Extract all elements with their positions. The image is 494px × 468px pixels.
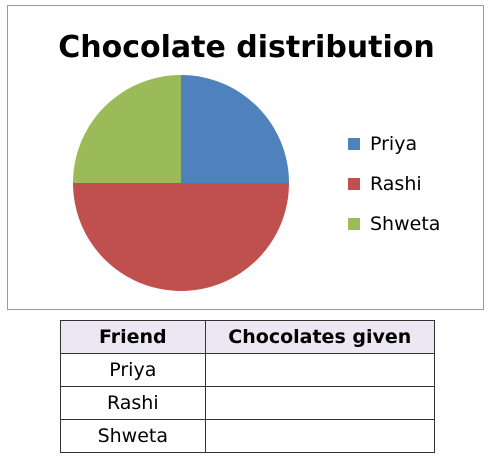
chart-title: Chocolate distribution <box>58 30 435 65</box>
header-chocolates-given: Chocolates given <box>204 320 436 354</box>
legend-label-priya: Priya <box>370 133 418 155</box>
legend-swatch-priya <box>348 138 360 150</box>
legend-item-priya: Priya <box>348 124 440 164</box>
distribution-table: Friend Chocolates given Priya Rashi Shwe… <box>60 320 436 453</box>
chocolates-given-cell[interactable] <box>204 419 436 453</box>
friend-cell: Shweta <box>60 419 206 453</box>
table-row: Rashi <box>60 386 436 420</box>
table-row: Priya <box>60 353 436 387</box>
chart-area: Chocolate distribution Priya Rashi Shwet… <box>7 5 484 310</box>
pie-chart <box>73 75 289 291</box>
pie-slice-shweta <box>73 75 181 183</box>
legend-item-rashi: Rashi <box>348 164 440 204</box>
legend-item-shweta: Shweta <box>348 204 440 244</box>
table-header-row: Friend Chocolates given <box>60 320 436 354</box>
legend-swatch-shweta <box>348 218 360 230</box>
friend-cell: Priya <box>60 353 206 387</box>
header-friend: Friend <box>60 320 206 354</box>
chocolates-given-cell[interactable] <box>204 386 436 420</box>
legend-label-rashi: Rashi <box>370 173 422 195</box>
chart-legend: Priya Rashi Shweta <box>348 124 440 244</box>
legend-label-shweta: Shweta <box>370 213 441 235</box>
table-row: Shweta <box>60 419 436 453</box>
chocolates-given-cell[interactable] <box>204 353 436 387</box>
legend-swatch-rashi <box>348 178 360 190</box>
pie-slice-priya <box>181 75 289 183</box>
friend-cell: Rashi <box>60 386 206 420</box>
pie-slice-rashi <box>73 183 289 291</box>
